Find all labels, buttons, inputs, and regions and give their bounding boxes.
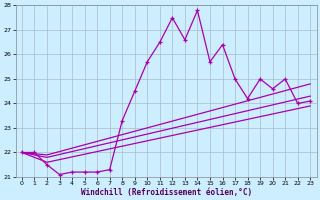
X-axis label: Windchill (Refroidissement éolien,°C): Windchill (Refroidissement éolien,°C) <box>81 188 252 197</box>
